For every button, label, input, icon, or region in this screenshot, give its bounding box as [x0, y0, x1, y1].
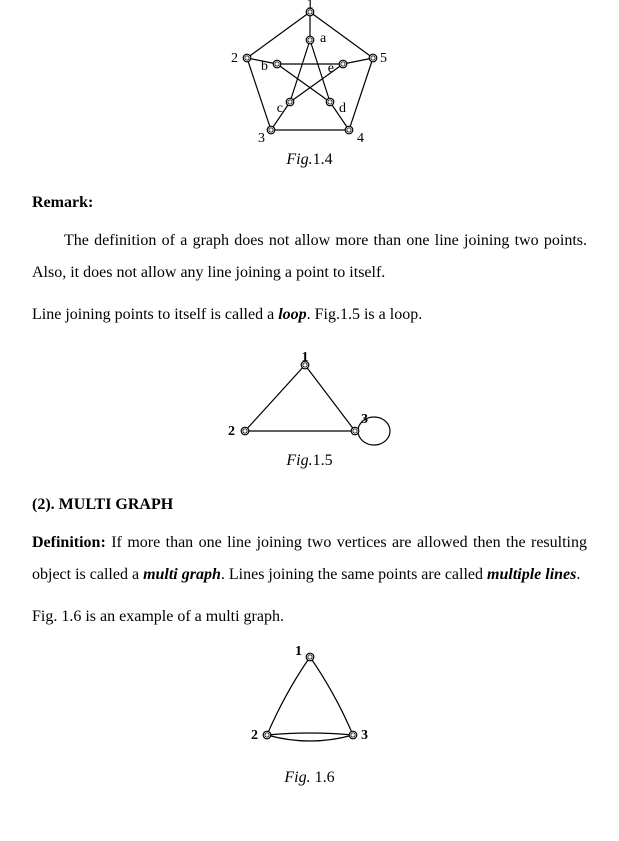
def-mid: . Lines joining the same points are call… [221, 566, 487, 583]
remark-paragraph: The definition of a graph does not allow… [32, 225, 587, 289]
loop-paragraph: Line joining points to itself is called … [32, 299, 587, 331]
figure-1-4-caption: Fig.1.4 [32, 149, 587, 171]
fig15-cap-num: 1.5 [313, 452, 333, 469]
fig16-cap-prefix: Fig. [284, 769, 314, 786]
figure-1-5-caption: Fig.1.5 [32, 450, 587, 472]
section-2-heading: (2). MULTI GRAPH [32, 489, 587, 521]
svg-text:1: 1 [295, 644, 302, 659]
svg-text:2: 2 [251, 728, 258, 743]
loop-bold: loop [278, 306, 306, 323]
def-bold-2: multiple lines [487, 566, 576, 583]
svg-text:4: 4 [357, 131, 364, 145]
svg-text:c: c [276, 101, 282, 116]
svg-text:3: 3 [361, 412, 368, 427]
svg-text:1: 1 [306, 0, 313, 12]
fig16-cap-num: 1.6 [315, 769, 335, 786]
def-post: . [576, 566, 580, 583]
svg-text:1: 1 [301, 351, 308, 365]
svg-text:3: 3 [361, 728, 368, 743]
loop-post: . Fig.1.5 is a loop. [307, 306, 423, 323]
figure-1-6: 1 2 3 [235, 643, 385, 753]
svg-text:3: 3 [258, 131, 265, 145]
fig14-cap-num: 1.4 [313, 151, 333, 168]
remark-heading: Remark: [32, 187, 587, 219]
svg-text:2: 2 [231, 51, 238, 66]
svg-text:d: d [339, 101, 346, 116]
svg-text:b: b [261, 59, 268, 74]
svg-text:2: 2 [228, 424, 235, 439]
svg-text:e: e [327, 61, 333, 76]
svg-text:a: a [320, 31, 327, 46]
fig14-cap-prefix: Fig. [286, 151, 312, 168]
loop-pre: Line joining points to itself is called … [32, 306, 278, 323]
definition-paragraph: Definition: If more than one line joinin… [32, 527, 587, 591]
figure-1-6-caption: Fig. 1.6 [32, 767, 587, 789]
def-bold-1: multi graph [143, 566, 221, 583]
definition-label: Definition: [32, 534, 106, 551]
figure-1-5: 1 2 3 [215, 351, 405, 446]
svg-text:5: 5 [380, 51, 387, 66]
figure-1-4: 1 2 3 4 5 a b c d e [225, 0, 395, 145]
fig16-intro: Fig. 1.6 is an example of a multi graph. [32, 601, 587, 633]
fig15-cap-prefix: Fig. [286, 452, 312, 469]
